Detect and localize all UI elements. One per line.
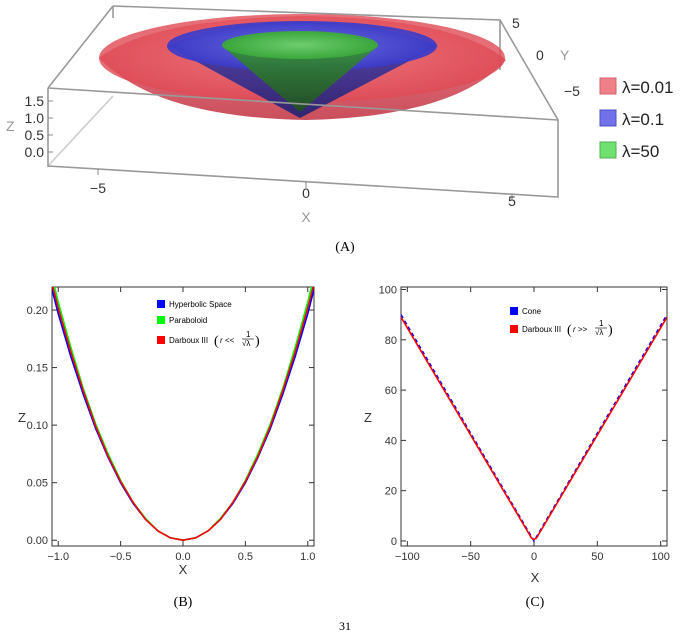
panel-c-plot: −100 −50 0 50 100 0 20 40 60 80 100 Z X Cone Darbo… [364, 285, 670, 610]
legend-swatch-lambda-0.01 [599, 77, 617, 95]
caption-b: (B) [174, 595, 193, 610]
panel-b-xlabel: X [179, 562, 188, 577]
y-axis-label: Y [560, 47, 570, 63]
y-tick-label: 0.15 [27, 363, 48, 375]
legend-3d: λ=0.01 λ=0.1 λ=50 [599, 77, 674, 161]
x-tick-label: −0.5 [110, 551, 132, 563]
box-left-top [47, 5, 114, 89]
panel-b-legend: Hyperbolic Space Paraboloid Darboux III … [157, 300, 260, 349]
frac-num-c: 1 [599, 319, 604, 328]
x-axis-ticks [97, 169, 513, 200]
paren-close-c: ) [608, 323, 613, 338]
panel-a-3d-plot: 1.5 1.0 0.5 0.0 Z −5 0 5 X 5 0 −5 Y λ=0.… [6, 5, 674, 255]
x-tick-label: 50 [591, 551, 603, 563]
x-tick-label: −100 [395, 551, 420, 563]
panel-b-ylabel: Z [18, 410, 26, 425]
surface-lambda-50-rim [222, 31, 378, 59]
y-tick-label: 40 [385, 435, 397, 447]
page-footer: 31 [339, 619, 351, 633]
y-tick-label: 60 [385, 385, 397, 397]
x-tick-0: 0 [302, 185, 310, 201]
x-tick-label: −1.0 [47, 551, 69, 563]
frac-den-c: √λ [595, 328, 603, 337]
y-tick-label: 20 [385, 486, 397, 498]
x-axis-label: X [301, 209, 311, 225]
y-tick-label: 0.10 [27, 420, 48, 432]
x-tick-label: 100 [651, 551, 669, 563]
box-front [47, 19, 559, 198]
panel-b-axis-ticks: −1.0 −0.5 0.0 0.5 1.0 0.00 0.05 0.10 0.15 0.20 [27, 287, 315, 563]
y-tick-label: 0 [391, 536, 397, 548]
y-tick-label: 0.05 [27, 478, 48, 490]
panel-c-legend: Cone Darboux III ( r >> 1 √λ ) [510, 307, 613, 338]
z-tick-0.5: 0.5 [25, 127, 45, 143]
panel-c-series [401, 314, 667, 543]
z-tick-0.0: 0.0 [25, 144, 45, 160]
paren-open-b: ( [214, 334, 219, 349]
legend-label-cone: Cone [522, 307, 542, 316]
panel-b-plot: −1.0 −0.5 0.0 0.5 1.00.000.050.100.150.20 Z … [18, 286, 315, 610]
z-tick-1.0: 1.0 [25, 110, 45, 126]
series-darboux-iii [52, 287, 314, 542]
x-tick-label: 1.0 [300, 551, 315, 563]
legend-swatch-lambda-50 [599, 141, 617, 159]
legend-label-lambda-0.1: λ=0.1 [622, 110, 664, 129]
z-axis-ticks [48, 100, 53, 153]
legend-label-paraboloid: Paraboloid [169, 316, 207, 325]
x-tick-label: 0 [531, 551, 537, 563]
panel-b-series [52, 287, 314, 542]
x-tick-neg5: −5 [90, 180, 106, 196]
y-tick-label: 80 [385, 335, 397, 347]
x-tick-label: 0.0 [175, 551, 190, 563]
paren-close-b: ) [255, 334, 260, 349]
legend-swatch-darboux-b [157, 336, 165, 344]
paren-open-c: ( [567, 323, 572, 338]
legend-label-hyperbolic: Hyperbolic Space [169, 300, 232, 309]
y-tick-label: 0.00 [27, 535, 48, 547]
legend-label-lambda-0.01: λ=0.01 [622, 78, 674, 97]
legend-swatch-paraboloid [157, 316, 165, 324]
box-bottom-left [47, 95, 114, 167]
legend-swatch-hyperbolic [157, 300, 165, 308]
legend-rel-b: r << [220, 336, 235, 345]
frac-num-b: 1 [246, 330, 251, 339]
y-tick-label: 100 [379, 285, 397, 297]
panel-c-xlabel: X [531, 570, 540, 585]
legend-swatch-cone [510, 307, 518, 315]
legend-label-darboux-b: Darboux III [169, 336, 208, 345]
legend-swatch-darboux-c [510, 325, 518, 333]
legend-swatch-lambda-0.1 [599, 109, 617, 127]
z-tick-1.5: 1.5 [25, 93, 45, 109]
y-tick-5: 5 [512, 15, 520, 31]
legend-label-lambda-50: λ=50 [622, 142, 659, 161]
series-cone [401, 314, 667, 543]
caption-c: (C) [526, 595, 545, 610]
y-tick-0: 0 [536, 47, 544, 63]
caption-a: (A) [335, 240, 355, 255]
panel-c-axis-ticks: −100 −50 0 50 100 0 20 40 60 80 100 [379, 285, 670, 563]
legend-label-darboux-c: Darboux III [522, 325, 561, 334]
z-axis-label: Z [6, 118, 15, 134]
y-tick-label: 0.20 [27, 305, 48, 317]
frac-den-b: √λ [242, 339, 250, 348]
legend-rel-c: r >> [573, 325, 588, 334]
panel-c-ylabel: Z [364, 410, 372, 425]
box-front-top [47, 87, 559, 121]
x-tick-label: 0.5 [238, 551, 253, 563]
y-tick-neg5: −5 [564, 83, 580, 99]
series-darboux-iii [401, 316, 667, 541]
x-tick-5: 5 [508, 193, 516, 209]
x-tick-label: −50 [461, 551, 480, 563]
